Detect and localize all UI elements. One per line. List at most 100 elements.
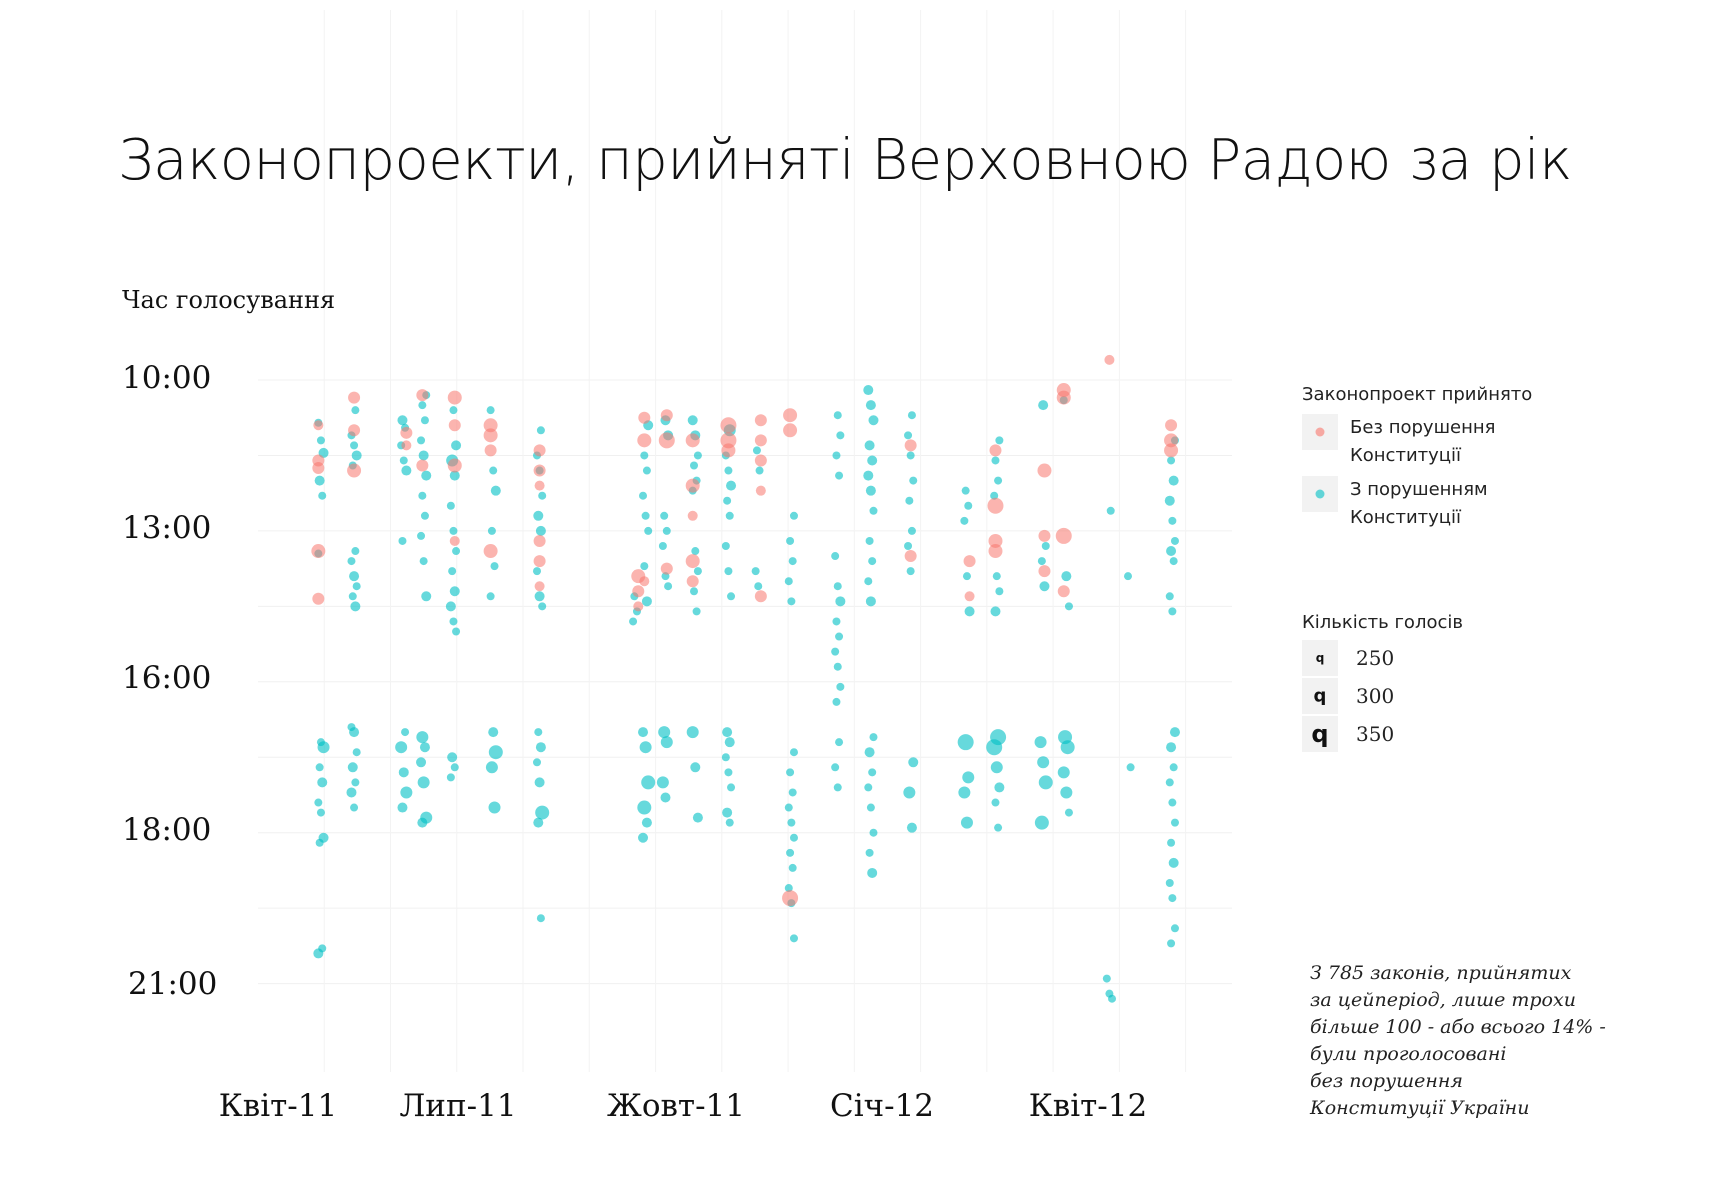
point-with-violation [833, 783, 842, 792]
point-with-violation [536, 914, 545, 923]
point-with-violation [1041, 541, 1050, 550]
point-with-violation [640, 451, 649, 460]
point-with-violation [642, 466, 651, 475]
point-with-violation [751, 567, 760, 576]
point-with-violation [690, 461, 699, 470]
point-with-violation [533, 510, 544, 521]
point-with-violation [690, 587, 699, 596]
point-without-violation [639, 576, 650, 587]
point-with-violation [864, 577, 873, 586]
point-with-violation [1168, 857, 1179, 868]
point-with-violation [727, 783, 736, 792]
x-tick-label: Квіт-12 [1028, 1088, 1148, 1124]
point-without-violation [987, 497, 1004, 514]
point-with-violation [347, 762, 358, 773]
point-with-violation [831, 552, 840, 561]
point-with-violation [1170, 536, 1179, 545]
point-without-violation [988, 533, 1003, 548]
point-with-violation [489, 466, 498, 475]
point-without-violation [483, 544, 498, 559]
point-with-violation [962, 572, 971, 581]
point-with-violation [692, 607, 701, 616]
point-with-violation [1165, 592, 1174, 601]
point-with-violation [986, 739, 1003, 756]
point-with-violation [1123, 572, 1132, 581]
point-with-violation [1064, 602, 1073, 611]
point-with-violation [907, 526, 916, 535]
point-with-violation [690, 762, 701, 773]
point-with-violation [351, 778, 360, 787]
point-with-violation [686, 726, 699, 739]
point-with-violation [350, 601, 361, 612]
point-without-violation [533, 555, 546, 568]
point-with-violation [488, 745, 503, 760]
point-with-violation [904, 541, 913, 550]
point-with-violation [350, 441, 359, 450]
point-with-violation [314, 798, 323, 807]
point-with-violation [420, 511, 429, 520]
point-with-violation [1037, 557, 1046, 566]
point-with-violation [994, 476, 1003, 485]
point-without-violation [904, 550, 917, 563]
point-with-violation [449, 470, 460, 481]
point-without-violation [533, 444, 546, 457]
point-with-violation [317, 777, 328, 788]
point-with-violation [446, 501, 455, 510]
point-with-violation [316, 436, 325, 445]
point-without-violation [754, 434, 767, 447]
point-with-violation [533, 817, 544, 828]
point-with-violation [417, 776, 430, 789]
point-with-violation [906, 822, 917, 833]
point-with-violation [995, 587, 1004, 596]
data-points [311, 354, 1180, 1003]
point-without-violation [312, 592, 325, 605]
point-without-violation [348, 391, 361, 404]
point-with-violation [486, 406, 495, 415]
point-with-violation [788, 788, 797, 797]
point-with-violation [1057, 766, 1070, 779]
point-with-violation [907, 411, 916, 420]
legend-item-with-violation: З порушенням Конституції [1302, 476, 1510, 532]
point-with-violation [1168, 475, 1179, 486]
point-without-violation [533, 534, 546, 547]
point-with-violation [629, 617, 638, 626]
point-with-violation [417, 817, 428, 828]
point-with-violation [397, 802, 408, 813]
point-with-violation [724, 737, 735, 748]
point-with-violation [726, 480, 737, 491]
point-without-violation [483, 418, 498, 433]
point-with-violation [417, 436, 426, 445]
point-with-violation [868, 557, 877, 566]
point-without-violation [721, 443, 736, 458]
legend-size-item: q 350 [1302, 716, 1394, 752]
point-with-violation [1169, 763, 1178, 772]
point-with-violation [349, 571, 360, 582]
x-tick-label: Квіт-11 [218, 1088, 338, 1124]
point-with-violation [788, 863, 797, 872]
point-with-violation [693, 451, 702, 460]
point-with-violation [449, 406, 458, 415]
point-with-violation [832, 697, 841, 706]
point-without-violation [782, 890, 799, 907]
point-with-violation [724, 768, 733, 777]
point-without-violation [1165, 419, 1178, 432]
point-with-violation [658, 541, 667, 550]
point-with-violation [419, 742, 430, 753]
point-with-violation [532, 758, 541, 767]
point-with-violation [449, 526, 458, 535]
point-without-violation [416, 389, 429, 402]
point-with-violation [960, 516, 969, 525]
point-with-violation [534, 591, 545, 602]
gridlines [258, 10, 1232, 1072]
point-without-violation [416, 459, 429, 472]
point-with-violation [318, 491, 327, 500]
y-tick-label: 13:00 [122, 510, 212, 546]
point-with-violation [348, 592, 357, 601]
point-with-violation [347, 557, 356, 566]
point-without-violation [347, 463, 362, 478]
point-without-violation [687, 510, 698, 521]
point-with-violation [867, 867, 878, 878]
point-with-violation [869, 506, 878, 515]
point-with-violation [449, 586, 460, 597]
point-without-violation [483, 428, 498, 443]
